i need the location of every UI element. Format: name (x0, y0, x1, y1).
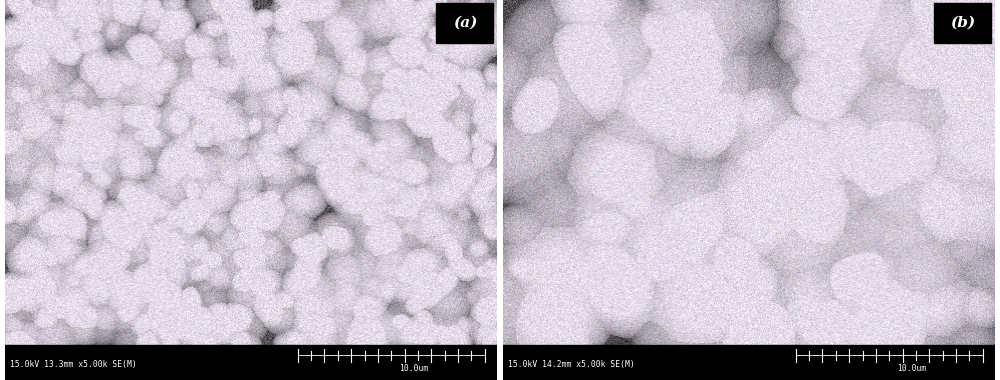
Text: (b): (b) (950, 16, 975, 30)
Text: 15.0kV 14.2mm x5.00k SE(M): 15.0kV 14.2mm x5.00k SE(M) (508, 359, 635, 369)
Text: 10.0um: 10.0um (399, 364, 428, 373)
Bar (5, 345, 497, 380)
Bar (503, 345, 995, 380)
Bar (436, 3, 493, 43)
Text: 15.0kV 13.3mm x5.00k SE(M): 15.0kV 13.3mm x5.00k SE(M) (10, 359, 137, 369)
Bar (934, 3, 991, 43)
Text: (a): (a) (453, 16, 477, 30)
Text: 10.0um: 10.0um (897, 364, 926, 373)
